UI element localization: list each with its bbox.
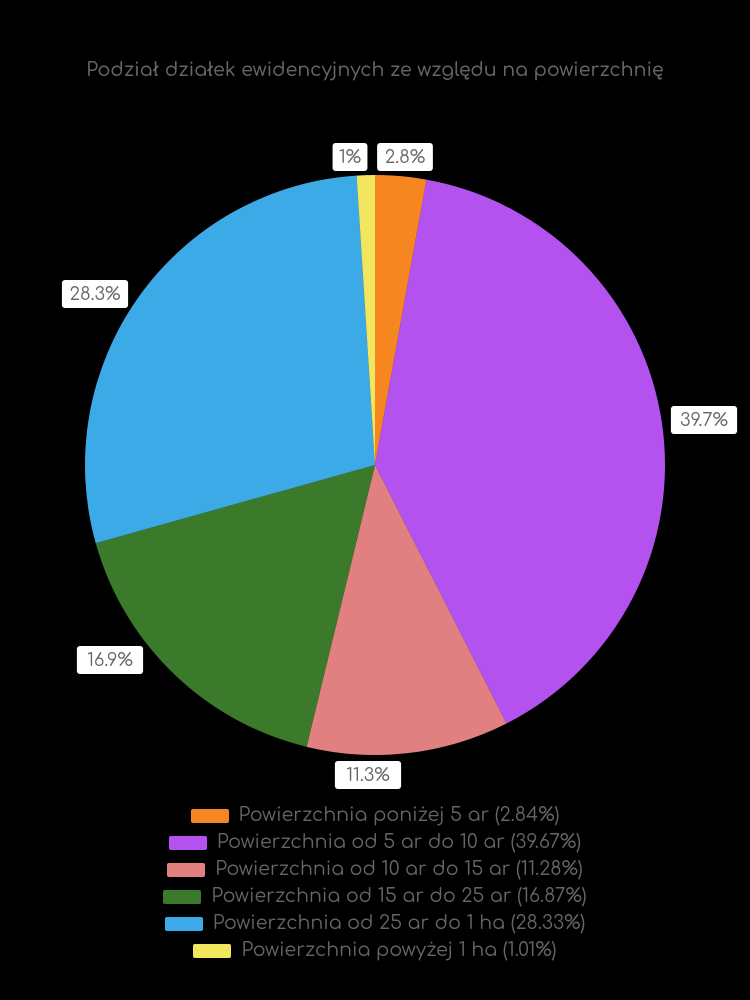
legend-swatch-p25_1ha [165, 917, 203, 931]
legend-label: Powierzchnia od 10 ar do 15 ar (11.28%) [215, 859, 583, 880]
slice-label-p10_15: 11.3% [346, 766, 390, 786]
legend-label: Powierzchnia od 25 ar do 1 ha (28.33%) [213, 913, 586, 934]
legend-swatch-p10_15 [167, 863, 205, 877]
legend-item-p15_25: Powierzchnia od 15 ar do 25 ar (16.87%) [163, 886, 586, 907]
legend-swatch-p1ha [193, 944, 231, 958]
legend-label: Powierzchnia poniżej 5 ar (2.84%) [239, 805, 560, 826]
legend-item-p5_10: Powierzchnia od 5 ar do 10 ar (39.67%) [169, 832, 581, 853]
slice-label-p5_10: 39.7% [680, 411, 728, 431]
pie-chart: 2.8% 39.7% 11.3% 16.9% 28.3% 1% [0, 120, 750, 790]
slice-label-p15_25: 16.9% [87, 651, 133, 671]
legend-item-p10_15: Powierzchnia od 10 ar do 15 ar (11.28%) [167, 859, 583, 880]
legend-item-p1ha: Powierzchnia powyżej 1 ha (1.01%) [193, 940, 556, 961]
legend-swatch-p5_10 [169, 836, 207, 850]
chart-legend: Powierzchnia poniżej 5 ar (2.84%) Powierz… [0, 805, 750, 961]
legend-item-p5: Powierzchnia poniżej 5 ar (2.84%) [191, 805, 560, 826]
legend-swatch-p5 [191, 809, 229, 823]
legend-label: Powierzchnia od 15 ar do 25 ar (16.87%) [211, 886, 586, 907]
legend-label: Powierzchnia od 5 ar do 10 ar (39.67%) [217, 832, 581, 853]
legend-swatch-p15_25 [163, 890, 201, 904]
slice-label-p1ha: 1% [339, 148, 361, 168]
legend-item-p25_1ha: Powierzchnia od 25 ar do 1 ha (28.33%) [165, 913, 586, 934]
slice-label-p5: 2.8% [385, 148, 425, 168]
slice-label-p25_1ha: 28.3% [69, 285, 120, 305]
chart-title: Podział działek ewidencyjnych ze względu… [0, 60, 750, 81]
legend-label: Powierzchnia powyżej 1 ha (1.01%) [241, 940, 556, 961]
